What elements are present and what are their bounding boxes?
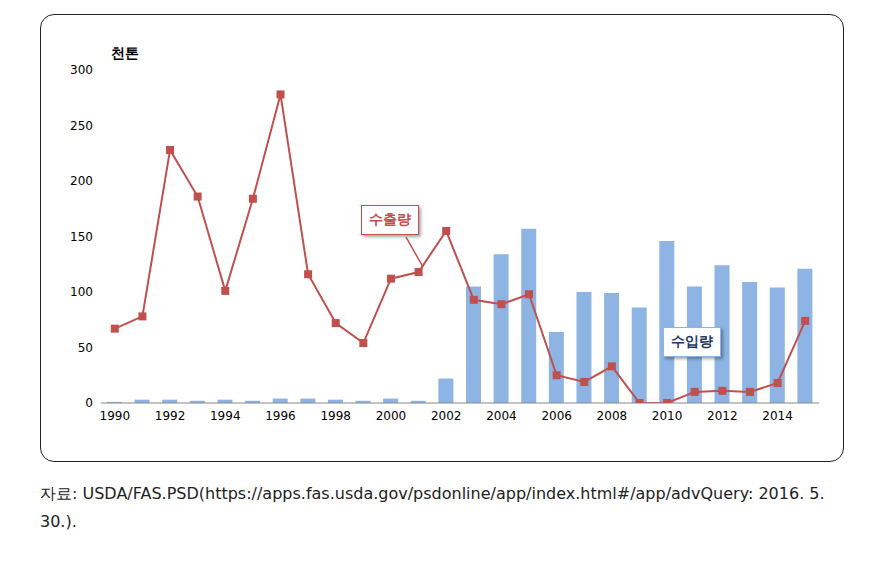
svg-text:2002: 2002: [431, 409, 462, 423]
svg-text:150: 150: [70, 230, 93, 244]
svg-text:2012: 2012: [707, 409, 738, 423]
svg-text:300: 300: [70, 63, 93, 77]
svg-text:2008: 2008: [597, 409, 628, 423]
svg-text:2014: 2014: [762, 409, 793, 423]
svg-text:1996: 1996: [265, 409, 296, 423]
html-text:수출량: 수출량: [369, 211, 411, 227]
html-text:수입량: 수입량: [671, 333, 713, 349]
svg-text:2004: 2004: [486, 409, 517, 423]
svg-text:2010: 2010: [652, 409, 683, 423]
svg-text:200: 200: [70, 174, 93, 188]
svg-text:1990: 1990: [100, 409, 131, 423]
svg-text:250: 250: [70, 119, 93, 133]
svg-text:100: 100: [70, 285, 93, 299]
svg-text:2000: 2000: [376, 409, 407, 423]
svg-text:1994: 1994: [210, 409, 241, 423]
html-text:자료: USDA/FAS.PSD(https://apps.: 자료: USDA/FAS.PSD(https://apps.fas.usda.g…: [40, 484, 825, 531]
svg-text:2006: 2006: [541, 409, 572, 423]
html-text:천톤: 천톤: [111, 45, 139, 61]
svg-text:1998: 1998: [320, 409, 351, 423]
svg-text:50: 50: [78, 341, 93, 355]
svg-text:0: 0: [85, 396, 93, 410]
svg-text:1992: 1992: [155, 409, 186, 423]
